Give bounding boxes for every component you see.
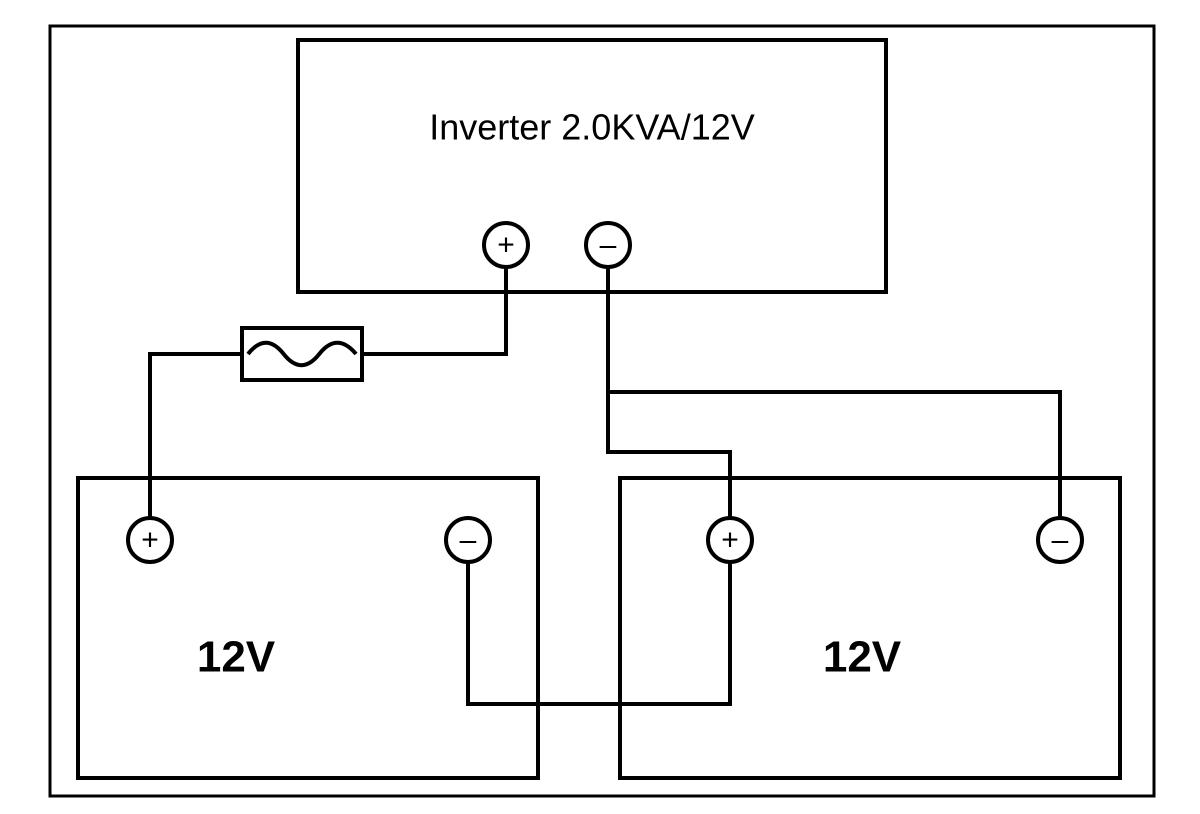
inverter-neg-terminal-sign: –: [600, 229, 617, 262]
fuse-box: [242, 328, 362, 380]
wire-inv-pos-to-fuse: [362, 267, 506, 354]
wire-neg-bus-to-batt2-neg: [608, 392, 1060, 518]
inverter-label: Inverter 2.0KVA/12V: [429, 107, 755, 148]
inverter-pos-terminal-sign: +: [497, 229, 515, 262]
battery1-neg-terminal-sign: –: [460, 524, 477, 557]
battery2-label: 12V: [823, 633, 902, 682]
battery2-neg-terminal-sign: –: [1052, 524, 1069, 557]
wire-batt1-neg-to-batt2-pos: [468, 562, 730, 704]
battery1-label: 12V: [197, 633, 276, 682]
wire-neg-bus-to-batt2-pos-branch: [608, 392, 730, 518]
battery1-pos-terminal-sign: +: [141, 524, 159, 557]
battery2-pos-terminal-sign: +: [721, 524, 739, 557]
wire-fuse-to-batt1-pos: [150, 354, 242, 518]
